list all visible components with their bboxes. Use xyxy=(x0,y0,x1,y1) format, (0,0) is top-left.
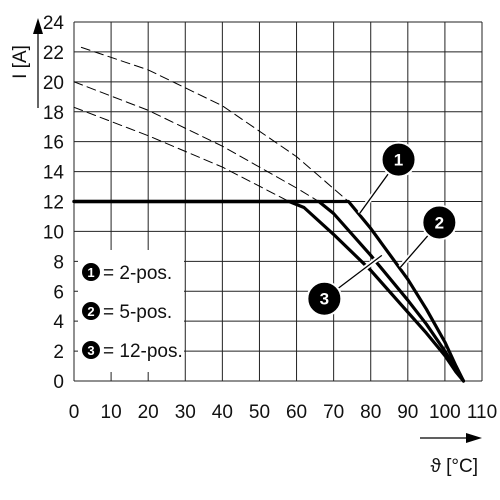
grid xyxy=(73,21,483,382)
x-tick-label: 90 xyxy=(397,402,418,423)
y-tick-label: 6 xyxy=(53,282,64,303)
annotations: 1 2 3 xyxy=(306,141,458,317)
y-tick-label: 24 xyxy=(43,13,65,34)
callout-label: 2 xyxy=(435,213,444,232)
x-tick-label: 110 xyxy=(467,402,497,423)
legend-marker-1 xyxy=(82,263,100,281)
x-tick-label: 100 xyxy=(429,402,461,423)
y-axis-arrow-head xyxy=(33,18,43,34)
y-tick-label: 14 xyxy=(43,163,65,184)
y-tick-label: 12 xyxy=(43,193,64,214)
callout-label: 1 xyxy=(394,151,403,170)
callout-marker-1 xyxy=(380,141,417,178)
legend-entry-text: = 5-pos. xyxy=(103,302,172,323)
series-group xyxy=(72,46,466,383)
x-tick-label: 80 xyxy=(360,402,381,423)
legend-marker-number: 1 xyxy=(87,265,94,280)
callout-marker-3 xyxy=(306,280,343,317)
legend-entry-text: = 12-pos. xyxy=(103,341,183,362)
legend: 1 = 2-pos. 2 = 5-pos. 3 = 12-pos. xyxy=(82,263,183,362)
y-tick-label: 8 xyxy=(53,252,64,273)
y-tick-label: 4 xyxy=(53,312,64,333)
x-axis-label: ϑ [°C] xyxy=(430,456,478,477)
legend-marker-2 xyxy=(82,302,100,320)
legend-entry-text: = 2-pos. xyxy=(103,263,172,284)
y-tick-label: 0 xyxy=(53,372,64,393)
axis-labels: I [A] ϑ [°C] xyxy=(10,18,482,477)
y-axis-label: I [A] xyxy=(10,45,31,79)
y-tick-label: 16 xyxy=(43,133,64,154)
x-tick-label: 0 xyxy=(69,402,80,423)
series-line-2-dashed xyxy=(73,81,320,202)
x-tick-label: 50 xyxy=(249,402,270,423)
series-line-1-solid xyxy=(72,199,466,383)
y-tick-label: 20 xyxy=(43,73,64,94)
y-tick-label: 22 xyxy=(43,43,64,64)
x-tick-label: 10 xyxy=(101,402,122,423)
legend-marker-number: 2 xyxy=(87,304,94,319)
callout-label: 3 xyxy=(320,290,329,309)
y-tick-label: 18 xyxy=(43,103,64,124)
x-tick-label: 60 xyxy=(286,402,307,423)
legend-marker-number: 3 xyxy=(87,343,94,358)
series-line-2-solid xyxy=(72,199,466,383)
series-line-3-dashed xyxy=(73,106,290,202)
tick-labels: 0 10 20 30 40 50 60 70 80 90 100 110024681012141618… xyxy=(43,13,497,423)
x-axis-arrow-head xyxy=(466,433,482,443)
series-line-1-dashed xyxy=(80,46,349,202)
legend-marker-3 xyxy=(82,341,100,359)
series-line-3-solid xyxy=(72,199,466,383)
y-tick-label: 10 xyxy=(43,222,64,243)
y-tick-label: 2 xyxy=(53,342,64,363)
x-tick-label: 20 xyxy=(138,402,159,423)
x-tick-label: 70 xyxy=(323,402,344,423)
x-tick-label: 40 xyxy=(212,402,233,423)
x-tick-label: 30 xyxy=(175,402,196,423)
callout-marker-2 xyxy=(421,204,458,241)
